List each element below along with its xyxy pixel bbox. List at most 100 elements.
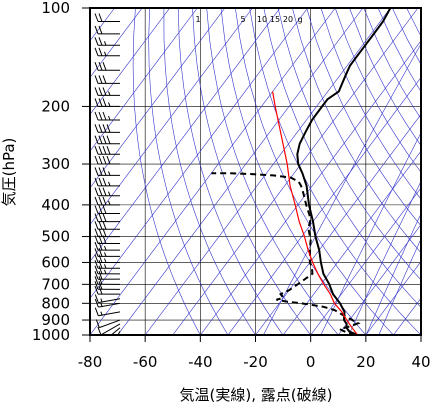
wind-barb-half-flag (100, 302, 103, 308)
x-tick-label: 40 (411, 353, 430, 371)
wind-barb-flag (98, 146, 103, 155)
wind-barb-flag (102, 228, 107, 237)
wind-barb-flag (98, 87, 103, 96)
wind-barb-flag (94, 47, 99, 56)
dry-adiabat-line (263, 8, 421, 308)
dry-adiabat-line (392, 8, 421, 65)
isotherm-line (90, 8, 143, 79)
wind-barb (94, 265, 121, 275)
dry-adiabat-line (148, 8, 229, 335)
wind-barb-flag (98, 75, 103, 84)
dry-adiabat-line (249, 8, 421, 335)
wind-barb-flag (102, 205, 107, 214)
wind-barb-flag (94, 167, 99, 176)
wind-barb (94, 111, 121, 121)
wind-barb-flag (94, 205, 99, 214)
mixing-ratio-label: 5 (240, 15, 245, 24)
wind-barb-flag (94, 124, 99, 133)
wind-barb (94, 47, 121, 57)
dry-adiabat-line (292, 8, 421, 254)
isotherm-line (310, 187, 421, 335)
wind-barb-flag (98, 187, 103, 196)
isotherm-line (338, 224, 421, 335)
wind-barb-flag (102, 75, 107, 84)
dry-adiabat-line (206, 8, 339, 335)
parcel-line (272, 91, 359, 335)
wind-barb (94, 213, 121, 223)
wind-barb-half-flag (100, 311, 103, 316)
y-tick-label: 200 (41, 97, 70, 115)
isotherm-line (255, 113, 421, 335)
wind-barb-half-flag (108, 171, 111, 176)
wind-barb-flag (98, 285, 103, 295)
dry-adiabat-line (177, 8, 284, 335)
wind-barb (94, 98, 121, 107)
wind-barb-half-flag (108, 181, 111, 187)
wind-barb-flag (98, 155, 103, 165)
wind-barb-half-flag (108, 200, 111, 206)
wind-barb-flag (98, 254, 103, 263)
dry-adiabat-line (132, 8, 201, 335)
mixing-ratio-line (365, 213, 421, 335)
wind-barb-flag (94, 298, 99, 308)
x-tick-label: -40 (188, 353, 213, 371)
dry-adiabat-line (192, 8, 311, 335)
x-ticks: -80 -60 -40 -20 0 20 40 (78, 335, 431, 371)
wind-barb-flag (102, 213, 107, 222)
wind-barb-half-flag (104, 41, 107, 46)
wind-barb (94, 124, 121, 133)
wind-barb-half-flag (104, 264, 107, 269)
y-tick-label: 100 (41, 0, 70, 17)
wind-barb-flag (94, 281, 99, 290)
dry-adiabat-line (220, 8, 367, 335)
wind-barb-flag (94, 235, 99, 244)
wind-barb-half-flag (108, 191, 111, 196)
x-tick-label: -20 (243, 353, 268, 371)
wind-barb-flag (94, 177, 99, 187)
wind-barb (94, 37, 121, 46)
wind-barb-flag (94, 228, 99, 237)
wind-barb-flag (94, 13, 99, 22)
dry-adiabats (132, 8, 421, 335)
isotherm-line (90, 8, 281, 262)
wind-barb-flag (95, 319, 100, 328)
wind-barb-flag (94, 307, 99, 316)
isotherm-line (172, 8, 419, 335)
wind-barb (94, 221, 121, 230)
wind-barb-flag (94, 260, 99, 269)
y-tick-label: 700 (41, 275, 70, 293)
isotherm-line (420, 334, 421, 335)
isotherm-line (90, 8, 253, 226)
wind-barb-flag (94, 241, 99, 251)
wind-barb (94, 196, 121, 206)
plot-area (90, 8, 421, 351)
y-tick-label: 1000 (32, 326, 70, 344)
wind-barb-flag (94, 75, 99, 84)
wind-barb (95, 319, 121, 329)
wind-barb-half-flag (100, 298, 103, 303)
wind-barb-flag (102, 196, 107, 206)
isotherm-line (144, 8, 391, 335)
mixing-ratio-label: g (297, 15, 302, 24)
dry-adiabat-line (334, 8, 421, 173)
wind-barb-flag (94, 146, 99, 155)
x-axis-label: 気温(実線), 露点(破線) (180, 386, 333, 404)
wind-barb-flag (98, 196, 103, 206)
wind-barb-flag (98, 260, 103, 269)
wind-barb (94, 167, 121, 176)
wind-barb-flag (102, 167, 107, 176)
wind-barb-flag (94, 155, 99, 165)
mixing-ratio-line (320, 132, 421, 335)
wind-barb-flag (98, 98, 103, 107)
y-axis-label: 気圧(hPa) (0, 138, 18, 207)
wind-barb (94, 177, 121, 187)
wind-barb-half-flag (108, 347, 110, 351)
isotherm-line (90, 8, 308, 299)
wind-barb (94, 260, 121, 269)
wind-barb-flag (94, 187, 99, 196)
wind-barb-flag (98, 47, 103, 56)
wind-barb (94, 205, 121, 214)
wind-barb (94, 146, 121, 155)
wind-barb (119, 334, 120, 335)
wind-barb-flag (98, 177, 103, 187)
